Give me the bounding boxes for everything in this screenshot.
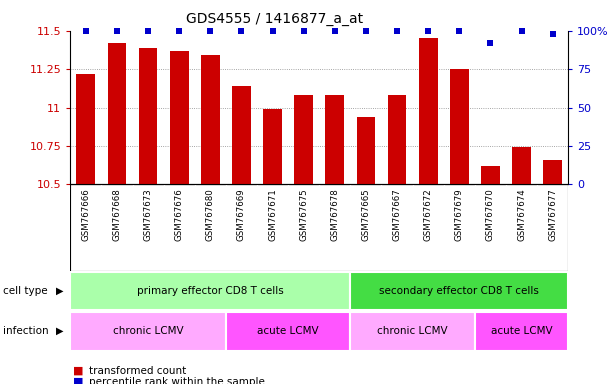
Text: acute LCMV: acute LCMV bbox=[491, 326, 552, 336]
Bar bbox=[419, 38, 437, 184]
FancyBboxPatch shape bbox=[350, 312, 475, 351]
Bar bbox=[139, 48, 158, 184]
Text: GDS4555 / 1416877_a_at: GDS4555 / 1416877_a_at bbox=[186, 12, 364, 25]
Text: GSM767665: GSM767665 bbox=[362, 189, 370, 242]
Text: ■: ■ bbox=[73, 377, 84, 384]
Text: GSM767668: GSM767668 bbox=[112, 189, 122, 242]
Bar bbox=[481, 166, 500, 184]
Bar bbox=[170, 51, 189, 184]
Text: ▶: ▶ bbox=[56, 326, 64, 336]
Bar bbox=[108, 43, 126, 184]
Bar bbox=[232, 86, 251, 184]
Text: GSM767669: GSM767669 bbox=[237, 189, 246, 241]
FancyBboxPatch shape bbox=[70, 271, 350, 310]
Text: GSM767672: GSM767672 bbox=[423, 189, 433, 242]
Text: transformed count: transformed count bbox=[89, 366, 186, 376]
Text: GSM767674: GSM767674 bbox=[517, 189, 526, 242]
Text: GSM767667: GSM767667 bbox=[392, 189, 401, 242]
Text: percentile rank within the sample: percentile rank within the sample bbox=[89, 377, 265, 384]
Text: GSM767670: GSM767670 bbox=[486, 189, 495, 242]
Bar bbox=[201, 55, 220, 184]
Bar bbox=[295, 95, 313, 184]
Text: secondary effector CD8 T cells: secondary effector CD8 T cells bbox=[379, 286, 540, 296]
Bar bbox=[326, 95, 344, 184]
Text: chronic LCMV: chronic LCMV bbox=[113, 326, 183, 336]
Text: GSM767679: GSM767679 bbox=[455, 189, 464, 241]
Text: GSM767675: GSM767675 bbox=[299, 189, 308, 242]
Text: GSM767671: GSM767671 bbox=[268, 189, 277, 242]
Text: cell type: cell type bbox=[3, 286, 48, 296]
Text: infection: infection bbox=[3, 326, 49, 336]
Bar bbox=[76, 74, 95, 184]
FancyBboxPatch shape bbox=[350, 271, 568, 310]
FancyBboxPatch shape bbox=[226, 312, 350, 351]
Bar bbox=[543, 160, 562, 184]
FancyBboxPatch shape bbox=[475, 312, 568, 351]
Text: chronic LCMV: chronic LCMV bbox=[378, 326, 448, 336]
Text: ▶: ▶ bbox=[56, 286, 64, 296]
Bar bbox=[357, 117, 375, 184]
Text: GSM767680: GSM767680 bbox=[206, 189, 215, 242]
Text: ■: ■ bbox=[73, 366, 84, 376]
Bar bbox=[388, 95, 406, 184]
Text: GSM767676: GSM767676 bbox=[175, 189, 184, 242]
Text: acute LCMV: acute LCMV bbox=[257, 326, 319, 336]
Text: GSM767666: GSM767666 bbox=[81, 189, 90, 242]
Text: GSM767677: GSM767677 bbox=[548, 189, 557, 242]
Text: GSM767673: GSM767673 bbox=[144, 189, 153, 242]
Bar bbox=[512, 147, 531, 184]
Bar bbox=[263, 109, 282, 184]
FancyBboxPatch shape bbox=[70, 312, 226, 351]
Text: primary effector CD8 T cells: primary effector CD8 T cells bbox=[137, 286, 284, 296]
Text: GSM767678: GSM767678 bbox=[331, 189, 339, 242]
Bar bbox=[450, 69, 469, 184]
